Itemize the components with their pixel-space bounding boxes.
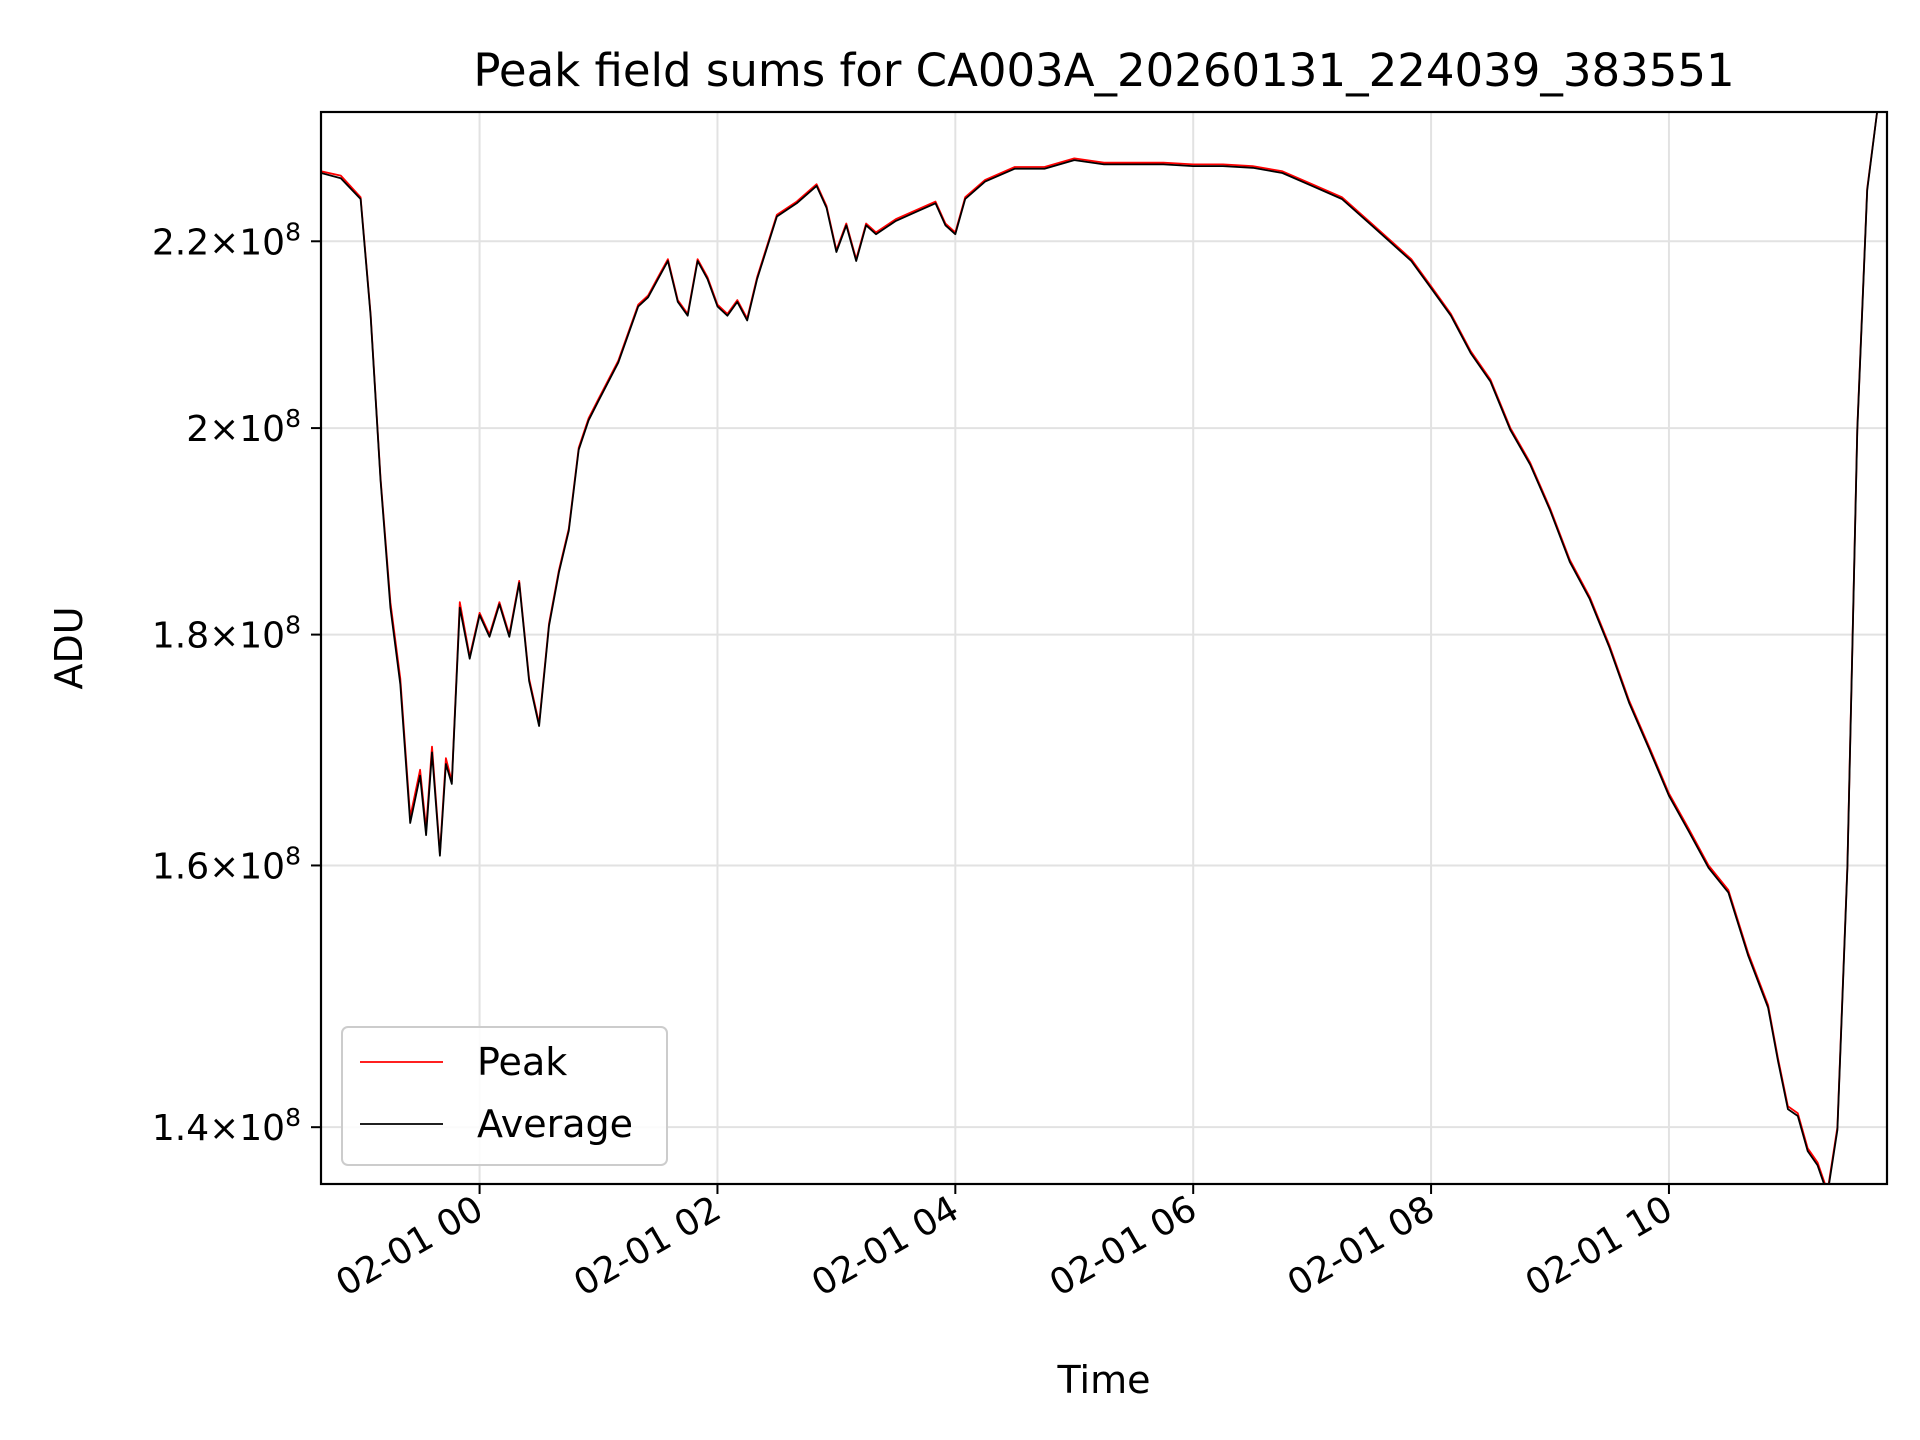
legend-label-average: Average — [477, 1102, 633, 1146]
y-tick-label: 1.8×108 — [152, 610, 301, 657]
y-tick-exponent: 8 — [285, 404, 301, 433]
y-tick-base: 10 — [239, 409, 285, 450]
series-layer — [321, 112, 1883, 1184]
y-tick-base: 10 — [239, 222, 285, 263]
y-tick-label: 2×108 — [186, 404, 301, 451]
y-tick-base: 10 — [239, 616, 285, 657]
y-tick-mantissa: 2 — [186, 409, 209, 450]
y-tick-base: 10 — [239, 1108, 285, 1149]
y-tick-times: × — [209, 616, 239, 657]
legend: Peak Average — [341, 1026, 668, 1166]
y-tick-label: 1.4×108 — [152, 1103, 301, 1150]
y-tick-times: × — [209, 846, 239, 887]
legend-label-peak: Peak — [477, 1040, 567, 1084]
y-tick-mantissa: 1.4 — [152, 1108, 209, 1149]
x-axis-label: Time — [1057, 1358, 1151, 1402]
y-tick-exponent: 8 — [285, 217, 301, 246]
y-tick-mantissa: 1.6 — [152, 846, 209, 887]
y-axis-label: ADU — [47, 606, 91, 689]
plot-frame — [319, 110, 1889, 1186]
y-tick-label: 2.2×108 — [152, 217, 301, 264]
y-tick-exponent: 8 — [285, 610, 301, 639]
y-tick-mantissa: 2.2 — [152, 222, 209, 263]
y-tick-times: × — [209, 1108, 239, 1149]
y-tick-label: 1.6×108 — [152, 841, 301, 888]
chart-title: Peak field sums for CA003A_20260131_2240… — [473, 44, 1734, 97]
gridlines — [321, 112, 1887, 1184]
y-tick-mantissa: 1.8 — [152, 616, 209, 657]
series-line-average — [321, 112, 1883, 1184]
y-tick-exponent: 8 — [285, 1103, 301, 1132]
y-tick-times: × — [209, 222, 239, 263]
y-tick-exponent: 8 — [285, 841, 301, 870]
y-tick-base: 10 — [239, 846, 285, 887]
y-tick-times: × — [209, 409, 239, 450]
